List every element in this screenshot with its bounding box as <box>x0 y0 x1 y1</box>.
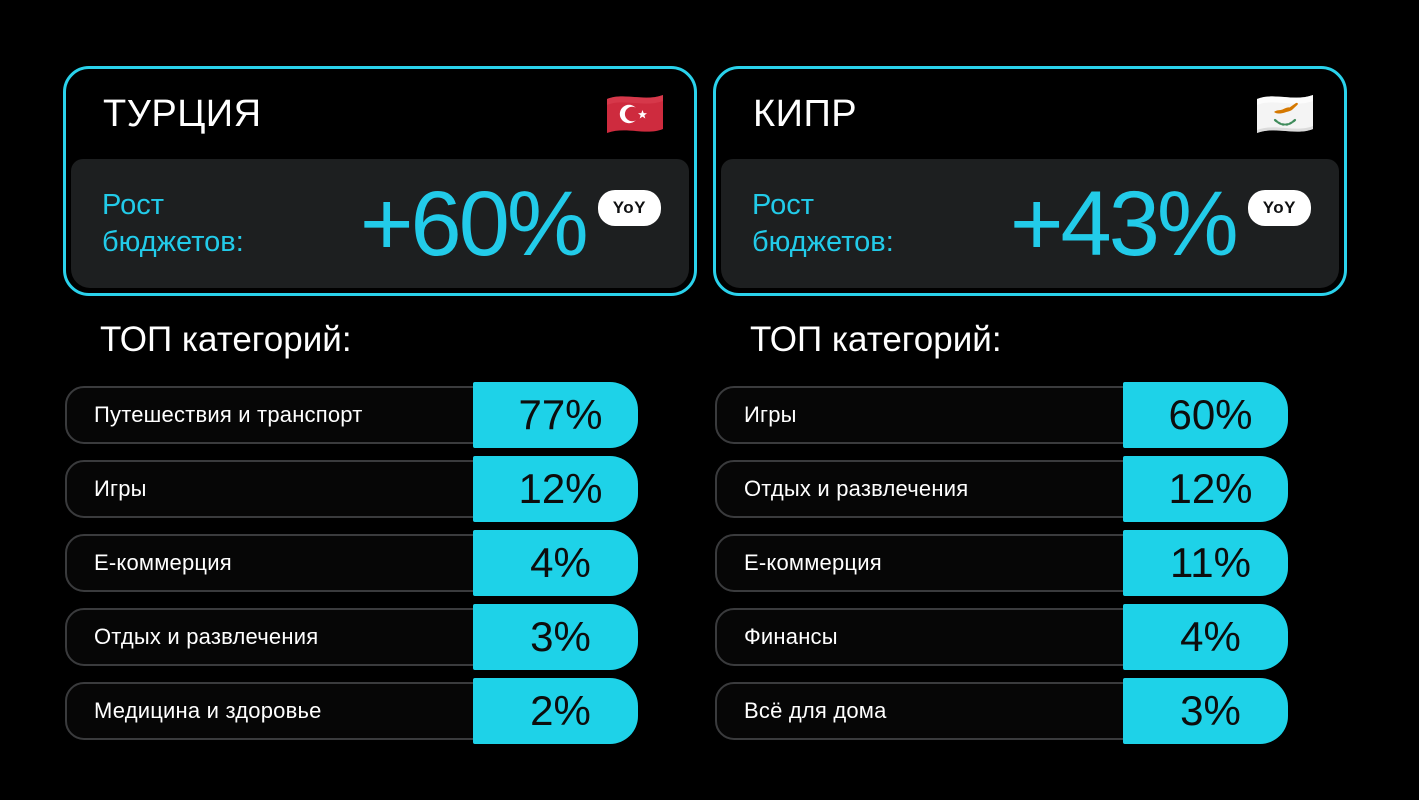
growth-value-cyprus: +43% <box>1009 172 1239 275</box>
category-bar: Финансы <box>715 608 1193 666</box>
category-row: Игры 12% <box>65 456 638 522</box>
card-header: КИПР <box>716 69 1344 159</box>
category-value-pill: 77% <box>473 382 638 448</box>
category-value-pill: 4% <box>1123 604 1288 670</box>
growth-label: Рост бюджетов: <box>102 188 244 258</box>
category-label: Отдых и развлечения <box>744 476 969 501</box>
yoy-badge: YoY <box>1247 189 1311 226</box>
growth-label: Рост бюджетов: <box>752 188 894 258</box>
category-label: Всё для дома <box>744 698 887 723</box>
category-value-pill: 2% <box>473 678 638 744</box>
country-title-turkey: ТУРЦИЯ <box>103 93 262 135</box>
category-bar: Е-коммерция <box>715 534 1193 592</box>
category-value-pill: 12% <box>1123 456 1288 522</box>
category-bar: Медицина и здоровье <box>65 682 543 740</box>
category-label: Финансы <box>744 624 838 649</box>
category-value-pill: 3% <box>473 604 638 670</box>
category-label: Е-коммерция <box>94 550 232 575</box>
category-row: Отдых и развлечения 3% <box>65 604 638 670</box>
category-bar: Игры <box>715 386 1193 444</box>
yoy-badge: YoY <box>597 189 661 226</box>
category-value-pill: 11% <box>1123 530 1288 596</box>
category-row: Финансы 4% <box>715 604 1288 670</box>
category-bar: Игры <box>65 460 543 518</box>
category-row: Всё для дома 3% <box>715 678 1288 744</box>
category-bar: Путешествия и транспорт <box>65 386 543 444</box>
category-value-pill: 12% <box>473 456 638 522</box>
cyprus-column: КИПР Рост бюджетов: +43% YoY ТОП категор… <box>650 0 1360 800</box>
country-card-cyprus: КИПР Рост бюджетов: +43% YoY <box>713 66 1347 296</box>
cyprus-flag-icon <box>1257 95 1313 133</box>
growth-value-turkey: +60% <box>359 172 589 275</box>
category-label: Отдых и развлечения <box>94 624 319 649</box>
top-categories-title-cyprus: ТОП категорий: <box>750 320 1002 359</box>
top-categories-title-turkey: ТОП категорий: <box>100 320 352 359</box>
turkey-column: ТУРЦИЯ Рост бюджетов: +60% YoY ТОП катег… <box>63 66 697 752</box>
category-bar: Всё для дома <box>715 682 1193 740</box>
category-label: Путешествия и транспорт <box>94 402 363 427</box>
category-row: Отдых и развлечения 12% <box>715 456 1288 522</box>
category-bar: Отдых и развлечения <box>65 608 543 666</box>
card-header: ТУРЦИЯ <box>66 69 694 159</box>
category-value-pill: 60% <box>1123 382 1288 448</box>
category-row: Путешествия и транспорт 77% <box>65 382 638 448</box>
turkey-flag-icon <box>607 95 663 133</box>
category-label: Медицина и здоровье <box>94 698 322 723</box>
growth-panel-cyprus: Рост бюджетов: +43% YoY <box>721 159 1339 288</box>
category-value-pill: 3% <box>1123 678 1288 744</box>
category-row: Игры 60% <box>715 382 1288 448</box>
country-title-cyprus: КИПР <box>753 93 858 135</box>
category-list-turkey: Путешествия и транспорт 77% Игры 12% Е-к… <box>65 382 638 752</box>
category-label: Игры <box>94 476 147 501</box>
category-bar: Отдых и развлечения <box>715 460 1193 518</box>
category-bar: Е-коммерция <box>65 534 543 592</box>
category-value-pill: 4% <box>473 530 638 596</box>
category-label: Игры <box>744 402 797 427</box>
category-row: Медицина и здоровье 2% <box>65 678 638 744</box>
category-list-cyprus: Игры 60% Отдых и развлечения 12% Е-комме… <box>715 382 1288 752</box>
category-row: Е-коммерция 4% <box>65 530 638 596</box>
category-row: Е-коммерция 11% <box>715 530 1288 596</box>
category-label: Е-коммерция <box>744 550 882 575</box>
growth-panel-turkey: Рост бюджетов: +60% YoY <box>71 159 689 288</box>
country-card-turkey: ТУРЦИЯ Рост бюджетов: +60% YoY <box>63 66 697 296</box>
